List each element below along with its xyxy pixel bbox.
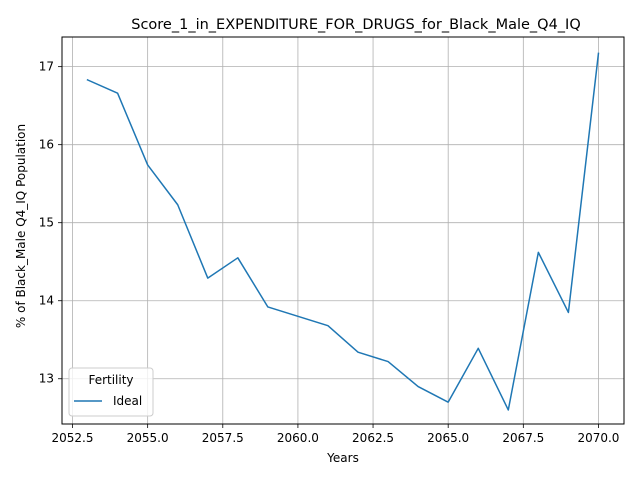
x-tick-label: 2065.0	[427, 431, 469, 445]
y-tick-label: 17	[39, 60, 54, 74]
y-tick-label: 14	[39, 294, 54, 308]
series-group	[86, 52, 600, 411]
y-axis-label: % of Black_Male Q4_IQ Population	[14, 124, 28, 328]
y-tick-label: 15	[39, 216, 54, 230]
series-line-ideal	[86, 52, 600, 411]
y-tick-label: 13	[39, 372, 54, 386]
y-tick-label: 16	[39, 138, 54, 152]
x-axis-label: Years	[326, 451, 359, 465]
legend-box	[68, 367, 154, 417]
x-tick-label: 2067.5	[502, 431, 544, 445]
grid-lines	[62, 37, 624, 424]
x-tick-label: 2062.5	[352, 431, 394, 445]
legend-title: Fertility	[88, 373, 133, 387]
x-tick-label: 2055.0	[127, 431, 169, 445]
x-axis: 2052.5 2055.0 2057.5 2060.0 2062.5 2065.0 2067…	[52, 424, 619, 445]
x-tick-label: 2052.5	[52, 431, 94, 445]
x-tick-label: 2070.0	[577, 431, 619, 445]
x-tick-label: 2057.5	[202, 431, 244, 445]
legend: Fertility Ideal	[68, 367, 154, 417]
x-tick-label: 2060.0	[277, 431, 319, 445]
y-axis: 13 14 15 16 17	[39, 60, 62, 386]
plot-area-frame	[61, 36, 625, 425]
legend-label-ideal: Ideal	[113, 394, 142, 408]
chart-title: Score_1_in_EXPENDITURE_FOR_DRUGS_for_Bla…	[131, 17, 581, 33]
